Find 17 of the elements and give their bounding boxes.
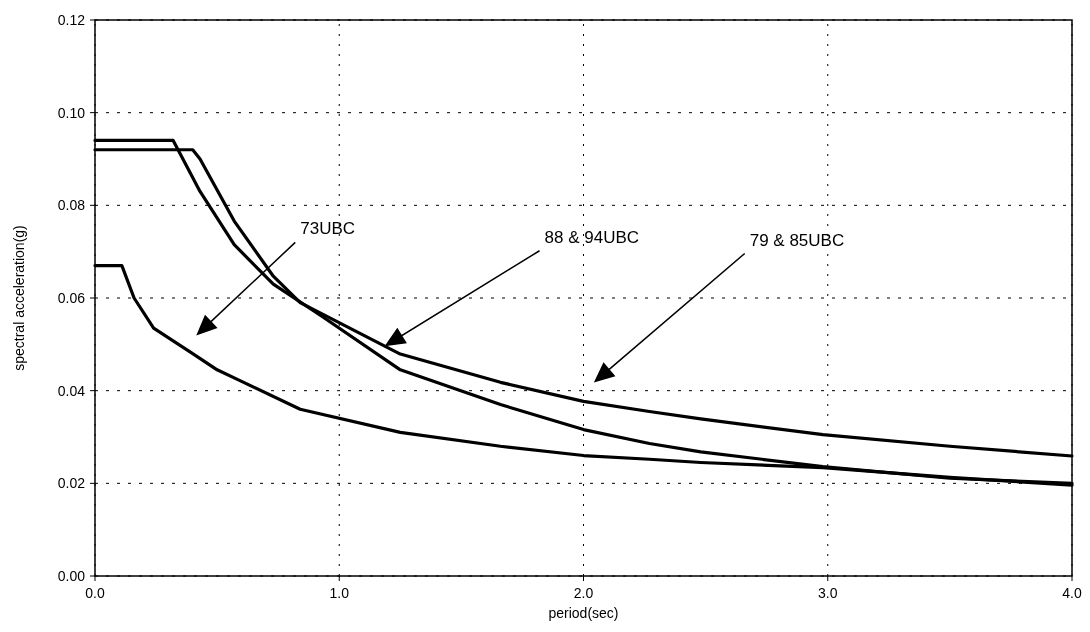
x-tick-label: 2.0 <box>573 585 594 601</box>
x-axis-title: period(sec) <box>548 605 619 621</box>
x-tick-label: 3.0 <box>818 585 838 601</box>
y-tick-label: 0.10 <box>57 104 86 121</box>
annotation: 79 & 85UBC <box>749 230 845 250</box>
x-tick-label: 4.0 <box>1062 585 1082 601</box>
x-tick-label: 0.0 <box>85 585 105 601</box>
y-tick-label: 0.12 <box>57 11 86 28</box>
y-tick-label: 0.08 <box>57 197 86 214</box>
y-tick-label: 0.06 <box>57 289 86 306</box>
y-axis-title: spectral acceleration(g) <box>11 225 27 371</box>
y-tick-label: 0.00 <box>57 567 86 584</box>
x-tick-label: 1.0 <box>329 585 350 601</box>
y-tick-label: 0.04 <box>57 382 86 399</box>
y-tick-label: 0.02 <box>57 475 86 492</box>
annotation: 88 & 94UBC <box>544 227 640 247</box>
annotation: 73UBC <box>300 219 356 239</box>
